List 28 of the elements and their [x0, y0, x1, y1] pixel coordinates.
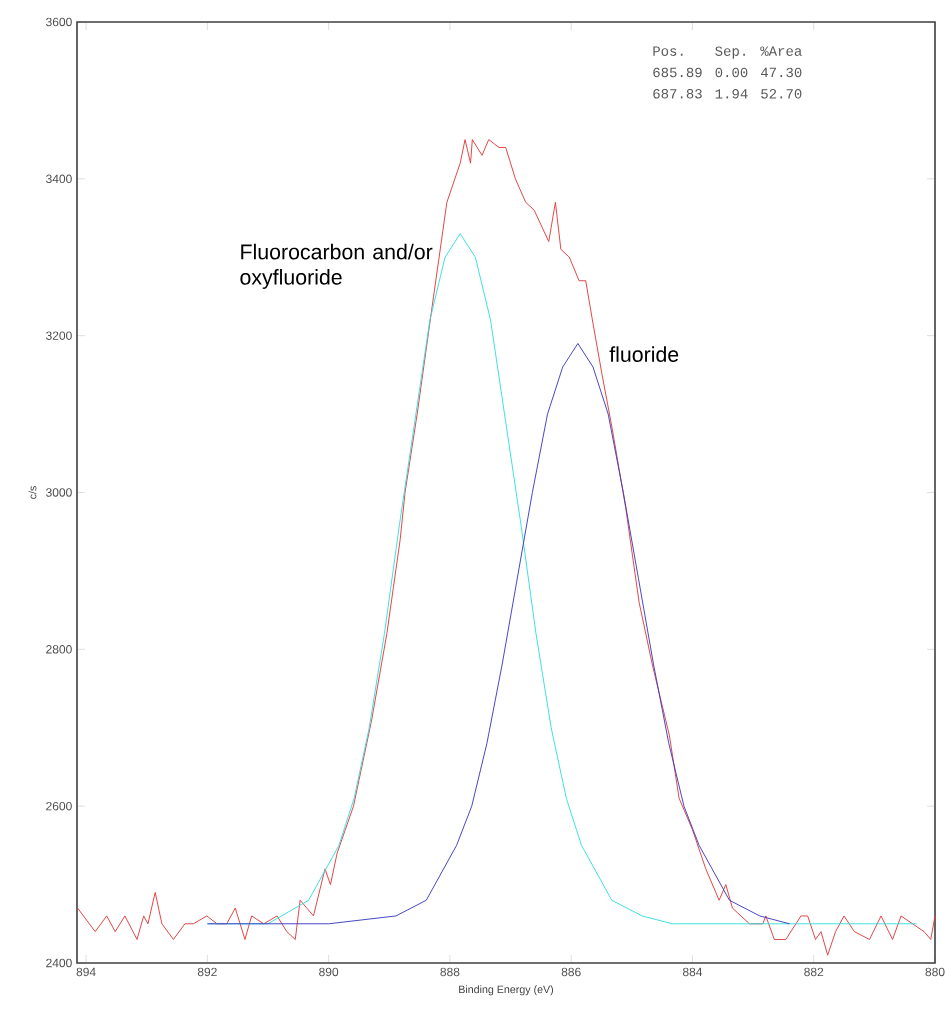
x-axis-title: Binding Energy (eV): [458, 985, 553, 996]
y-tick-label: 3600: [45, 17, 72, 27]
y-tick-label: 3400: [45, 174, 72, 184]
series-label: fluoride: [609, 346, 679, 362]
x-tick-label: 894: [76, 967, 96, 977]
annotation: %Area: [760, 46, 802, 56]
x-tick-label: 882: [804, 967, 823, 977]
series-label: Fluorocarbon and/or oxyfluoride: [240, 243, 433, 289]
x-tick-label: 886: [561, 967, 581, 977]
annotation: 52.70: [760, 89, 802, 99]
y-tick-label: 2800: [45, 645, 72, 654]
x-tick-label: 892: [197, 967, 217, 977]
x-tick-label: 890: [318, 967, 338, 977]
annotation: 687.83: [653, 89, 702, 99]
annotation: 0.00: [715, 67, 748, 78]
annotation: Sep.: [715, 46, 745, 59]
y-tick-label: 2600: [45, 801, 72, 811]
x-tick-label: 884: [682, 967, 702, 977]
y-tick-label: 3000: [45, 488, 72, 497]
annotation: 47.30: [760, 67, 802, 78]
y-axis-title: c/s: [28, 486, 37, 499]
x-tick-label: 888: [440, 967, 460, 977]
annotation: 1.94: [715, 89, 748, 99]
y-tick-label: 3200: [45, 331, 72, 340]
annotation: 685.89: [653, 67, 702, 78]
x-tick-label: 880: [925, 967, 945, 977]
y-tick-label: 2400: [45, 958, 72, 968]
annotation: Pos.: [653, 46, 683, 56]
